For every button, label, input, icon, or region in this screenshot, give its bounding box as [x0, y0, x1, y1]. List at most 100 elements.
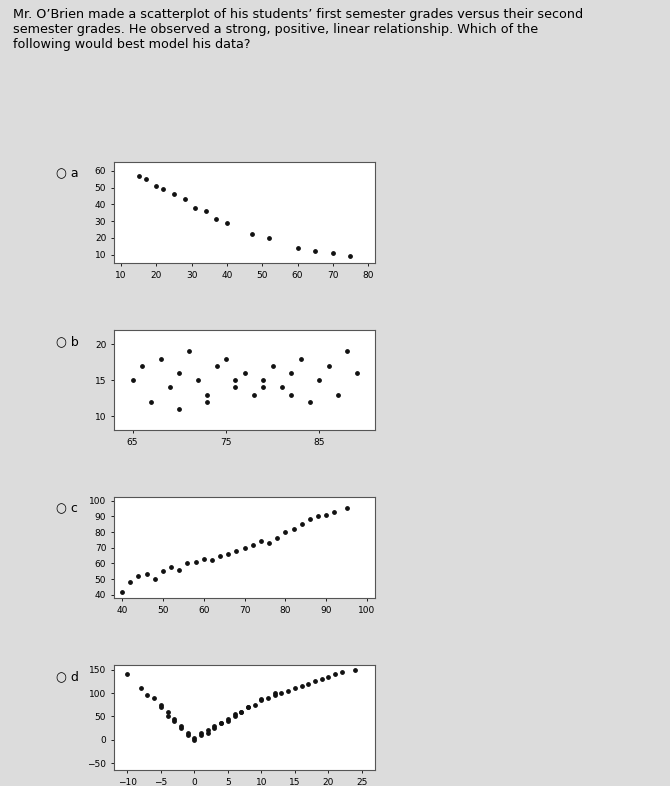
- Point: [216, 717, 226, 729]
- Point: [303, 678, 314, 690]
- Point: [127, 374, 138, 387]
- Point: [249, 388, 259, 401]
- Point: [222, 216, 232, 229]
- Point: [165, 560, 176, 573]
- Point: [295, 352, 306, 365]
- Point: [176, 722, 186, 734]
- Point: [229, 708, 240, 721]
- Point: [149, 573, 160, 586]
- Point: [342, 345, 352, 358]
- Point: [332, 388, 343, 401]
- Point: [135, 682, 146, 695]
- Point: [323, 670, 334, 683]
- Point: [296, 518, 307, 531]
- Point: [142, 689, 153, 702]
- Point: [305, 513, 316, 526]
- Point: [231, 545, 242, 557]
- Point: [211, 359, 222, 372]
- Point: [243, 701, 253, 714]
- Point: [276, 687, 287, 700]
- Point: [296, 680, 307, 692]
- Point: [192, 374, 203, 387]
- Point: [216, 717, 226, 729]
- Point: [222, 713, 233, 725]
- Point: [255, 535, 266, 548]
- Point: [264, 232, 275, 244]
- Point: [202, 395, 212, 408]
- Point: [202, 726, 213, 739]
- Point: [117, 586, 127, 598]
- Point: [183, 345, 194, 358]
- Point: [236, 706, 247, 718]
- Point: [162, 711, 173, 723]
- Point: [133, 170, 144, 182]
- Point: [272, 532, 283, 545]
- Point: [269, 687, 280, 700]
- Point: [223, 548, 234, 560]
- Point: [277, 381, 287, 394]
- Point: [122, 668, 133, 681]
- Point: [169, 714, 180, 727]
- Point: [286, 388, 297, 401]
- Point: [155, 352, 166, 365]
- Point: [267, 359, 278, 372]
- Point: [316, 673, 327, 685]
- Point: [288, 523, 299, 535]
- Point: [211, 213, 222, 226]
- Point: [176, 719, 186, 732]
- Point: [329, 505, 340, 518]
- Point: [220, 352, 231, 365]
- Point: [190, 556, 201, 568]
- Text: Mr. O’Brien made a scatterplot of his students’ first semester grades versus the: Mr. O’Brien made a scatterplot of his st…: [13, 8, 584, 51]
- Point: [247, 538, 258, 551]
- Text: ○ a: ○ a: [56, 167, 79, 181]
- Point: [310, 675, 320, 688]
- Point: [182, 729, 193, 741]
- Point: [189, 733, 200, 746]
- Point: [256, 694, 267, 707]
- Point: [174, 402, 184, 415]
- Point: [230, 381, 241, 394]
- Point: [174, 564, 185, 576]
- Point: [239, 542, 250, 554]
- Point: [258, 381, 269, 394]
- Point: [198, 553, 209, 565]
- Point: [341, 502, 352, 515]
- Point: [158, 183, 169, 196]
- Point: [155, 699, 166, 711]
- Point: [289, 682, 300, 695]
- Text: ○ c: ○ c: [56, 502, 78, 516]
- Point: [209, 722, 220, 734]
- Point: [140, 173, 151, 185]
- Point: [174, 367, 184, 380]
- Point: [264, 537, 275, 549]
- Point: [141, 568, 152, 581]
- Point: [169, 713, 180, 725]
- Point: [351, 367, 362, 380]
- Text: ○ b: ○ b: [56, 335, 79, 348]
- Point: [236, 706, 247, 718]
- Point: [336, 666, 347, 678]
- Point: [125, 576, 135, 589]
- Point: [280, 526, 291, 538]
- Point: [229, 711, 240, 723]
- Point: [321, 509, 332, 521]
- Point: [345, 250, 356, 263]
- Point: [149, 692, 159, 704]
- Point: [182, 726, 193, 739]
- Point: [314, 374, 324, 387]
- Point: [292, 241, 303, 254]
- Point: [269, 689, 280, 702]
- Point: [222, 714, 233, 727]
- Point: [323, 359, 334, 372]
- Point: [209, 719, 220, 732]
- Point: [169, 188, 180, 200]
- Point: [239, 367, 250, 380]
- Point: [196, 729, 206, 741]
- Text: ○ d: ○ d: [56, 670, 79, 683]
- Point: [304, 395, 316, 408]
- Point: [196, 726, 206, 739]
- Point: [247, 228, 257, 241]
- Point: [157, 565, 168, 578]
- Point: [256, 692, 267, 705]
